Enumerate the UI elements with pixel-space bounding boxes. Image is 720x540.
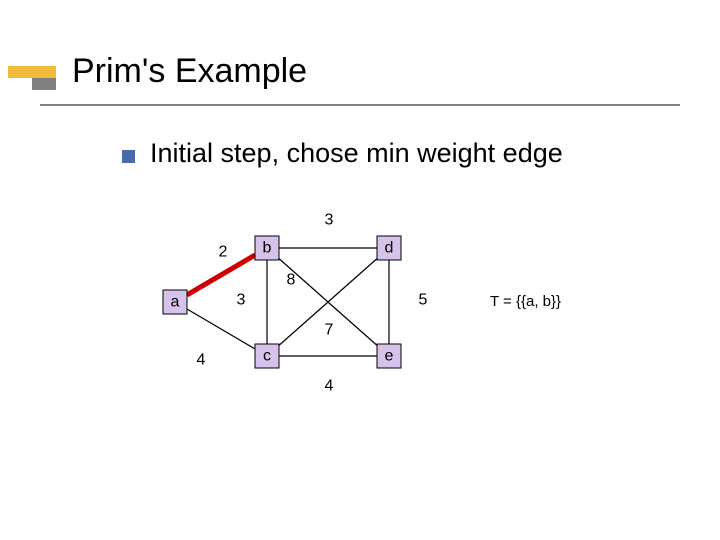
node-label-c: c xyxy=(263,348,271,365)
node-label-d: d xyxy=(385,240,394,257)
weight-b-e: 8 xyxy=(287,272,296,289)
node-label-e: e xyxy=(385,348,394,365)
weight-b-d: 3 xyxy=(325,212,334,229)
weight-a-c: 4 xyxy=(197,352,206,369)
weight-d-e: 5 xyxy=(419,292,428,309)
node-label-a: a xyxy=(171,294,180,311)
weight-b-c: 3 xyxy=(237,292,246,309)
node-label-b: b xyxy=(263,240,272,257)
bullet-icon xyxy=(122,150,135,163)
weight-c-d: 7 xyxy=(325,322,334,339)
weight-a-b: 2 xyxy=(219,244,228,261)
weight-c-e: 4 xyxy=(325,378,334,395)
accent-bar-yellow xyxy=(8,66,56,78)
tree-annotation: T = {{a, b}} xyxy=(490,293,561,310)
graph-diagram: a b c d e 2 4 3 3 8 7 5 4 xyxy=(135,200,455,420)
bullet-text: Initial step, chose min weight edge xyxy=(150,138,563,169)
page-title: Prim's Example xyxy=(72,52,307,91)
title-underline xyxy=(40,104,680,106)
edge-a-c xyxy=(187,309,255,349)
selected-edge-a-b xyxy=(187,255,255,295)
accent-bar-gray xyxy=(32,78,56,90)
